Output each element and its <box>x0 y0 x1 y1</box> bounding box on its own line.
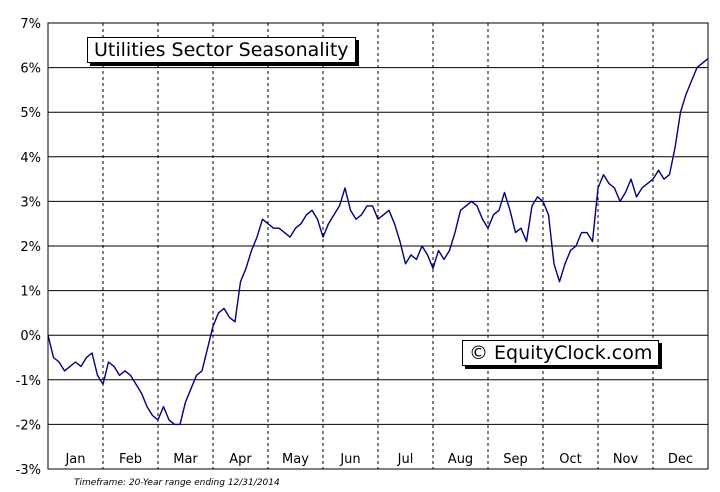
y-tick-label: 3% <box>20 195 41 210</box>
x-tick-label: Nov <box>613 452 639 467</box>
x-tick-label: Jan <box>64 452 85 467</box>
tick-labels: 7% 6% 5% 4% 3% 2% 1% 0% -1% -2% -3% Jan Feb Mar Apr May… <box>16 17 693 478</box>
x-tick-label: May <box>282 452 309 467</box>
y-tick-label: 5% <box>20 106 41 121</box>
plot-frame <box>47 22 709 470</box>
x-tick-label: Jul <box>397 452 414 467</box>
x-tick-label: Mar <box>173 452 198 467</box>
x-tick-label: Aug <box>448 452 473 467</box>
grid-lines <box>48 23 708 469</box>
y-tick-label: -1% <box>16 374 41 389</box>
x-tick-label: Jun <box>339 452 360 467</box>
y-tick-label: -2% <box>16 418 41 433</box>
x-tick-label: Dec <box>668 452 693 467</box>
x-tick-label: Feb <box>119 452 142 467</box>
x-tick-label: Sep <box>503 452 528 467</box>
x-tick-label: Oct <box>559 452 581 467</box>
y-tick-label: -3% <box>16 463 41 478</box>
y-tick-label: 2% <box>20 240 41 255</box>
watermark-text: © EquityClock.com <box>462 340 660 366</box>
y-tick-label: 0% <box>20 329 41 344</box>
y-tick-label: 6% <box>20 62 41 77</box>
y-tick-label: 7% <box>20 17 41 32</box>
timeframe-footnote: Timeframe: 20-Year range ending 12/31/20… <box>74 478 280 488</box>
y-tick-label: 1% <box>20 285 41 300</box>
chart-title: Utilities Sector Seasonality <box>87 37 356 63</box>
seasonality-line <box>47 58 709 426</box>
x-tick-label: Apr <box>229 452 252 467</box>
y-tick-label: 4% <box>20 151 41 166</box>
